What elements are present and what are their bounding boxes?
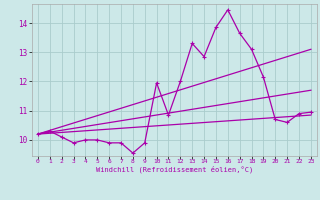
X-axis label: Windchill (Refroidissement éolien,°C): Windchill (Refroidissement éolien,°C): [96, 166, 253, 173]
